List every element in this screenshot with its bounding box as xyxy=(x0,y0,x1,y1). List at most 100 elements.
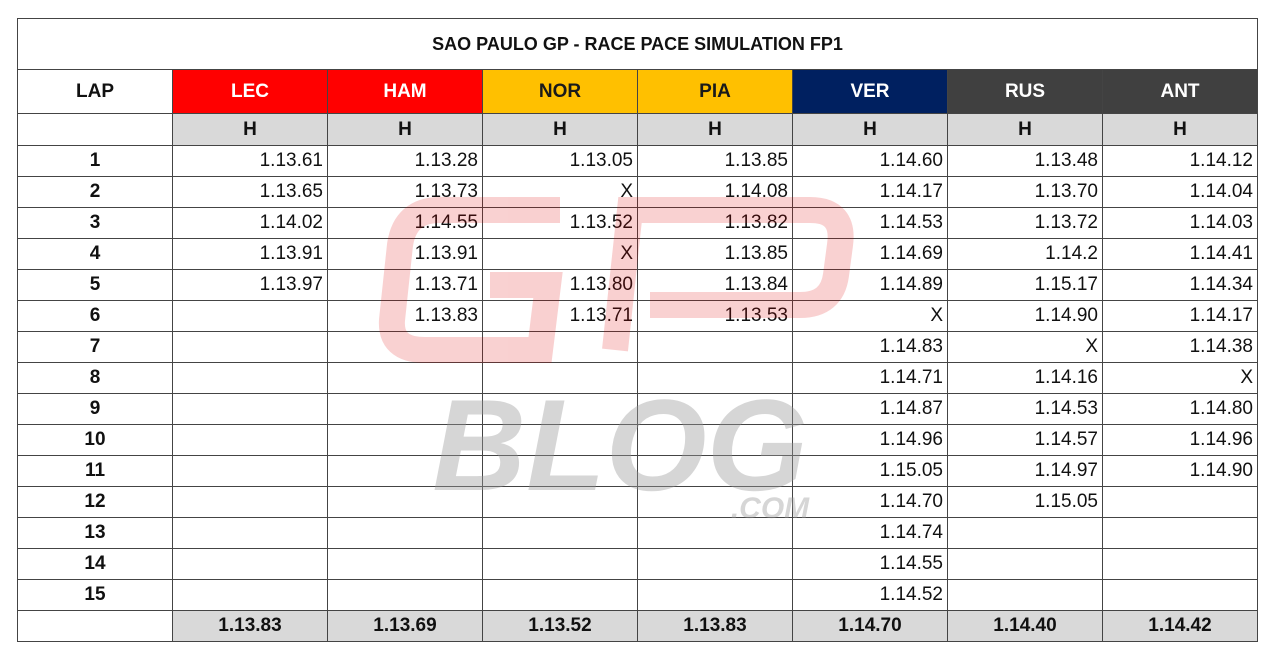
average-time: 1.14.40 xyxy=(947,610,1103,642)
lap-time xyxy=(172,579,328,611)
lap-time xyxy=(172,486,328,518)
tyre-cell: H xyxy=(947,113,1103,146)
lap-time xyxy=(637,393,793,425)
lap-number: 3 xyxy=(17,207,173,239)
lap-time: 1.13.80 xyxy=(482,269,638,301)
lap-time: 1.14.41 xyxy=(1102,238,1258,270)
tyre-cell: H xyxy=(637,113,793,146)
lap-time xyxy=(327,362,483,394)
lap-row: 14 1.14.55 xyxy=(17,548,1258,580)
lap-time xyxy=(482,579,638,611)
average-row: 1.13.83 1.13.69 1.13.52 1.13.83 1.14.70 1.14.… xyxy=(17,610,1258,642)
lap-time: 1.15.05 xyxy=(792,455,948,487)
title-row: SAO PAULO GP - RACE PACE SIMULATION FP1 xyxy=(17,18,1258,70)
lap-time xyxy=(327,486,483,518)
lap-time xyxy=(482,455,638,487)
lap-row: 6 1.13.83 1.13.71 1.13.53 X 1.14.90 1.14.17 xyxy=(17,300,1258,332)
lap-time xyxy=(637,331,793,363)
lap-header: LAP xyxy=(17,69,173,114)
table-title: SAO PAULO GP - RACE PACE SIMULATION FP1 xyxy=(17,18,1258,70)
lap-time xyxy=(482,517,638,549)
lap-time: 1.14.12 xyxy=(1102,145,1258,177)
table-wrap: SAO PAULO GP - RACE PACE SIMULATION FP1 L… xyxy=(17,18,1258,642)
lap-time xyxy=(482,393,638,425)
lap-time: 1.13.28 xyxy=(327,145,483,177)
lap-time xyxy=(172,300,328,332)
lap-time: 1.14.83 xyxy=(792,331,948,363)
lap-time: 1.13.48 xyxy=(947,145,1103,177)
lap-time xyxy=(637,486,793,518)
tyre-cell: H xyxy=(482,113,638,146)
lap-time: 1.14.03 xyxy=(1102,207,1258,239)
lap-row: 2 1.13.65 1.13.73 X 1.14.08 1.14.17 1.13.70 1.1… xyxy=(17,176,1258,208)
lap-number: 8 xyxy=(17,362,173,394)
lap-time: 1.13.83 xyxy=(327,300,483,332)
lap-time: 1.14.55 xyxy=(327,207,483,239)
lap-time: 1.13.82 xyxy=(637,207,793,239)
lap-time: 1.14.2 xyxy=(947,238,1103,270)
lap-time xyxy=(1102,517,1258,549)
lap-number: 5 xyxy=(17,269,173,301)
lap-time xyxy=(172,362,328,394)
lap-time: X xyxy=(1102,362,1258,394)
lap-time: 1.13.65 xyxy=(172,176,328,208)
lap-number: 12 xyxy=(17,486,173,518)
lap-time: 1.14.16 xyxy=(947,362,1103,394)
lap-time: 1.14.17 xyxy=(1102,300,1258,332)
lap-time xyxy=(947,548,1103,580)
lap-time xyxy=(1102,548,1258,580)
lap-time xyxy=(327,579,483,611)
lap-time xyxy=(172,424,328,456)
lap-time: 1.14.96 xyxy=(792,424,948,456)
lap-time xyxy=(172,517,328,549)
lap-time xyxy=(637,455,793,487)
lap-time: 1.14.90 xyxy=(947,300,1103,332)
average-time: 1.13.69 xyxy=(327,610,483,642)
lap-time xyxy=(327,517,483,549)
lap-time: 1.14.17 xyxy=(792,176,948,208)
lap-time: 1.14.55 xyxy=(792,548,948,580)
lap-time xyxy=(947,517,1103,549)
lap-row: 1 1.13.61 1.13.28 1.13.05 1.13.85 1.14.60 1.13… xyxy=(17,145,1258,177)
lap-time: 1.14.71 xyxy=(792,362,948,394)
average-time: 1.14.42 xyxy=(1102,610,1258,642)
lap-time: 1.14.38 xyxy=(1102,331,1258,363)
header-row: LAP LEC HAM NOR PIA VER RUS ANT xyxy=(17,69,1258,114)
lap-time xyxy=(172,393,328,425)
lap-row: 8 1.14.71 1.14.16 X xyxy=(17,362,1258,394)
pace-table: SAO PAULO GP - RACE PACE SIMULATION FP1 L… xyxy=(17,18,1258,642)
lap-time xyxy=(637,424,793,456)
lap-time: 1.13.91 xyxy=(327,238,483,270)
driver-header: LEC xyxy=(172,69,328,114)
driver-header: HAM xyxy=(327,69,483,114)
lap-row: 12 1.14.70 1.15.05 xyxy=(17,486,1258,518)
lap-number: 1 xyxy=(17,145,173,177)
tyre-blank xyxy=(17,113,173,146)
driver-header: RUS xyxy=(947,69,1103,114)
lap-number: 9 xyxy=(17,393,173,425)
lap-time: 1.14.53 xyxy=(947,393,1103,425)
lap-time xyxy=(327,393,483,425)
lap-time xyxy=(637,362,793,394)
lap-time: 1.13.71 xyxy=(327,269,483,301)
lap-row: 5 1.13.97 1.13.71 1.13.80 1.13.84 1.14.89 1.15… xyxy=(17,269,1258,301)
lap-time: 1.14.08 xyxy=(637,176,793,208)
lap-time: 1.13.84 xyxy=(637,269,793,301)
lap-time: 1.14.57 xyxy=(947,424,1103,456)
lap-time: 1.13.71 xyxy=(482,300,638,332)
driver-header: VER xyxy=(792,69,948,114)
lap-time: 1.13.70 xyxy=(947,176,1103,208)
lap-row: 7 1.14.83 X 1.14.38 xyxy=(17,331,1258,363)
lap-number: 2 xyxy=(17,176,173,208)
lap-time: 1.13.85 xyxy=(637,238,793,270)
lap-time xyxy=(327,548,483,580)
lap-time: 1.13.61 xyxy=(172,145,328,177)
tyre-cell: H xyxy=(792,113,948,146)
tyre-cell: H xyxy=(327,113,483,146)
lap-number: 7 xyxy=(17,331,173,363)
average-time: 1.13.83 xyxy=(172,610,328,642)
lap-time xyxy=(482,548,638,580)
lap-time xyxy=(327,455,483,487)
lap-time: 1.14.80 xyxy=(1102,393,1258,425)
lap-time xyxy=(1102,486,1258,518)
